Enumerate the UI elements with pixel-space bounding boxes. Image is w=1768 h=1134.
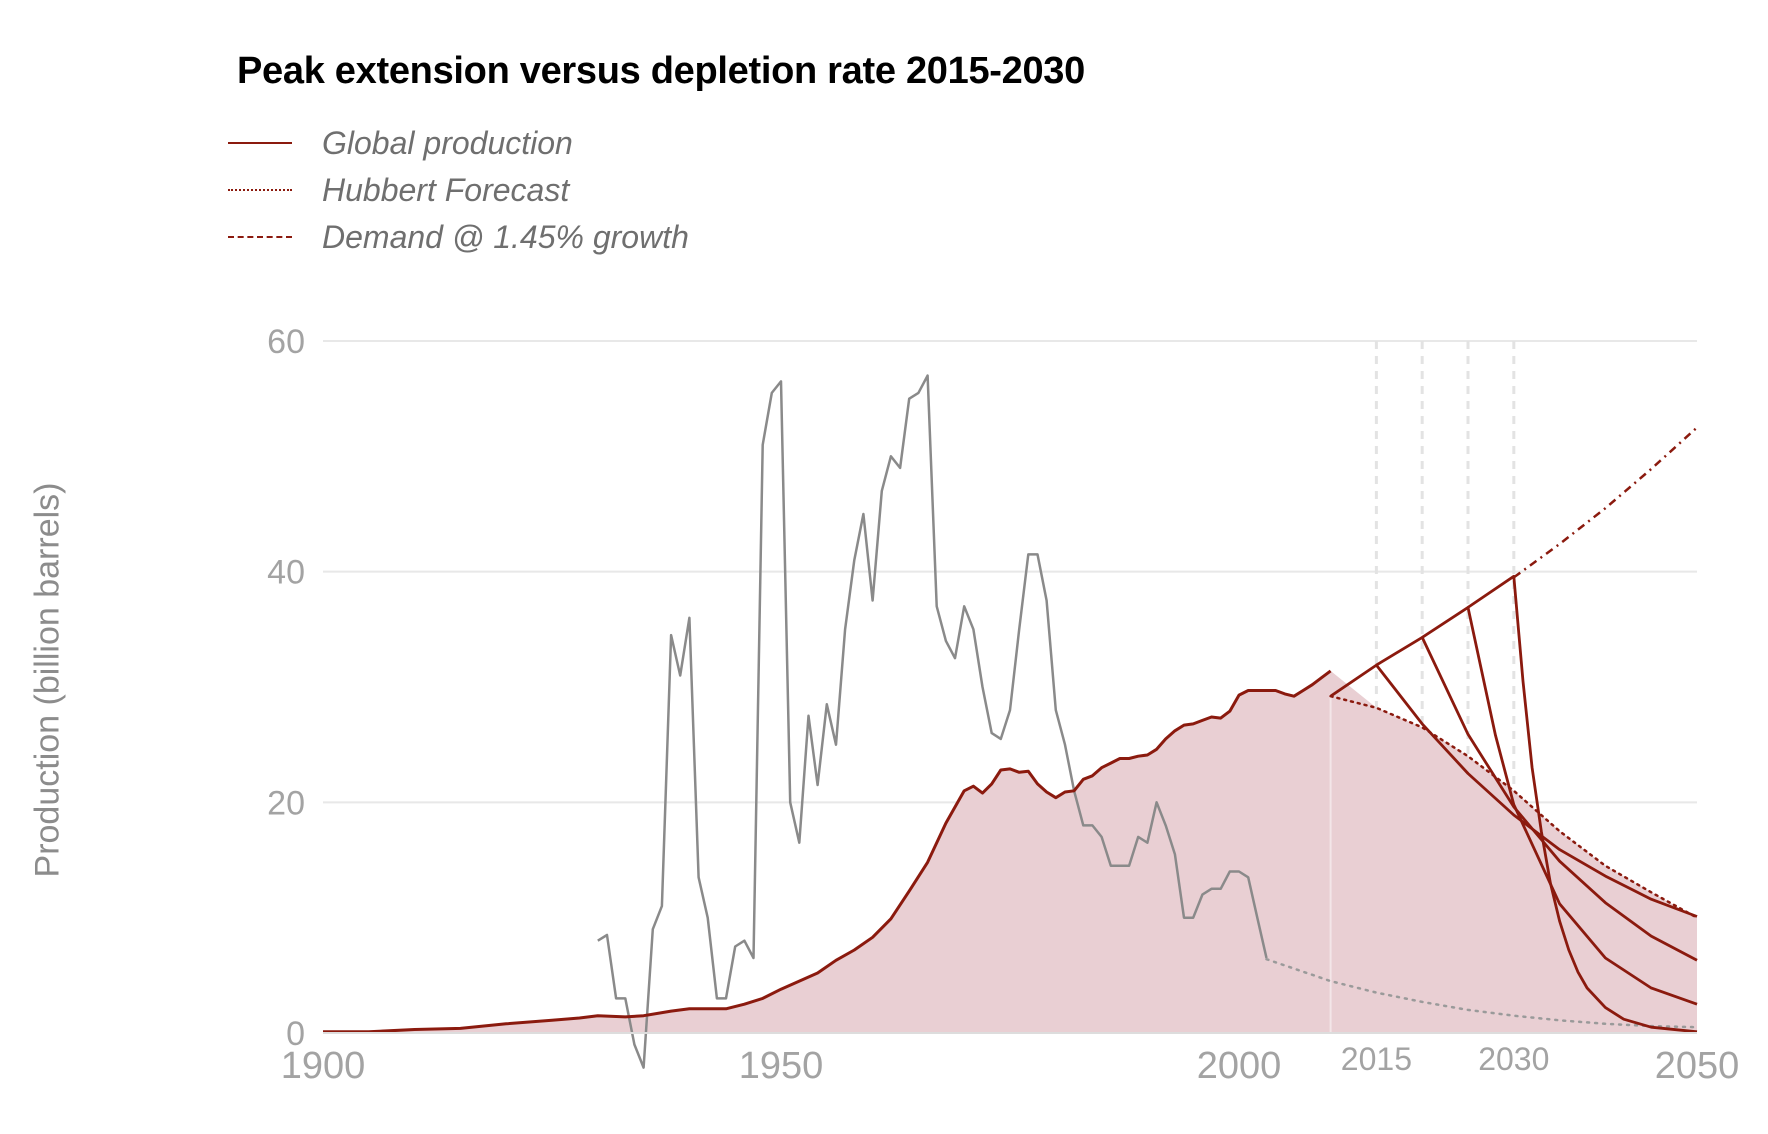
peak-extension-line: [1375, 636, 1698, 962]
x-tick-label: 2050: [1655, 1045, 1740, 1087]
y-tick-label: 40: [267, 554, 305, 592]
production-area: [323, 670, 1697, 1033]
axis-layer: 0 20 40 60 1900 1950 2000 2015 2030 2050: [267, 323, 1739, 1087]
x-tick-label: 2030: [1478, 1041, 1549, 1077]
discoveries-forecast-line: [1265, 957, 1699, 1029]
legend-label: Hubbert Forecast: [322, 171, 570, 208]
y-tick-label: 60: [267, 323, 305, 361]
legend-item-global-production: Global production: [228, 123, 573, 163]
series-layer: [323, 374, 1699, 1069]
x-tick-label: 1900: [281, 1045, 366, 1087]
fill-layer: [323, 670, 1697, 1033]
x-tick-label: 2015: [1341, 1041, 1412, 1077]
x-tick-label: 1950: [739, 1045, 824, 1087]
legend-item-demand: Demand @ 1.45% growth: [228, 217, 689, 257]
legend-swatch-solid: [228, 142, 292, 144]
demand-line: [1513, 426, 1698, 579]
peak-extension-line: [1421, 606, 1698, 1006]
legend-label: Demand @ 1.45% growth: [322, 218, 689, 255]
peak-extension-line: [1467, 574, 1698, 1034]
chart-title: Peak extension versus depletion rate 201…: [237, 50, 1085, 92]
legend-swatch-dotted: [228, 189, 292, 191]
legend-label: Global production: [322, 124, 573, 161]
peak-extension-line: [1329, 663, 1698, 918]
discoveries-line: [597, 374, 1268, 1069]
hubbert-forecast-line: [1329, 694, 1699, 919]
legend-swatch-dashdot: [228, 236, 292, 238]
legend-item-hubbert-forecast: Hubbert Forecast: [228, 170, 569, 210]
y-tick-label: 0: [286, 1015, 305, 1053]
x-tick-label: 2000: [1197, 1045, 1282, 1087]
global-production-line: [323, 669, 1332, 1034]
y-tick-label: 20: [267, 784, 305, 822]
